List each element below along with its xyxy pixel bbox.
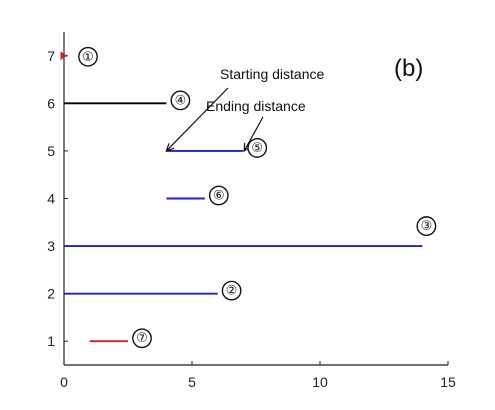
segment-label-circle [247,138,268,158]
segment-label-text: ⑦ [136,331,148,346]
segment-label-circle [78,46,98,67]
x-tick-label: 15 [440,374,456,390]
starting-distance-arrow-shaft [165,87,229,152]
segment-label-circle [416,216,437,236]
start-marker [60,51,67,61]
y-tick-label: 1 [47,333,55,349]
segment-label-text: ⑥ [213,189,225,204]
segment-label-text: ② [226,284,238,299]
segment-label-circle [221,280,242,301]
x-tick-label: 10 [312,374,328,390]
axes-layer: 0 5 10 15 1 2 3 4 5 6 7 [47,32,456,390]
labels-layer: (b) ① ④ ⑤ ⑥ ③ ② ⑦ [78,46,437,349]
y-tick-label: 6 [47,95,55,111]
y-tick-label: 5 [47,143,55,159]
ending-distance-text: Ending distance [206,98,306,114]
segment-label-text: ① [82,50,94,65]
annotation-layer: Starting distance Ending distance [165,66,324,153]
starting-distance-arrow-head [165,143,175,152]
segment-label-circle [132,328,152,349]
segment-label-circle [208,185,229,206]
y-tick-label: 3 [47,238,55,254]
x-tick-label: 0 [60,374,68,390]
y-tick-label: 2 [47,286,55,302]
x-tick-label: 5 [188,374,196,390]
segment-label-text: ③ [421,219,433,234]
y-tick-label: 4 [47,191,55,207]
panel-label: (b) [394,55,423,82]
segment-label-text: ④ [175,93,187,108]
segments-layer [60,51,423,343]
segment-label-text: ⑤ [251,141,263,156]
starting-distance-text: Starting distance [220,66,324,82]
y-tick-label: 7 [47,48,55,64]
segment-label-circle [170,90,191,111]
ending-distance-arrow-shaft [243,116,264,152]
